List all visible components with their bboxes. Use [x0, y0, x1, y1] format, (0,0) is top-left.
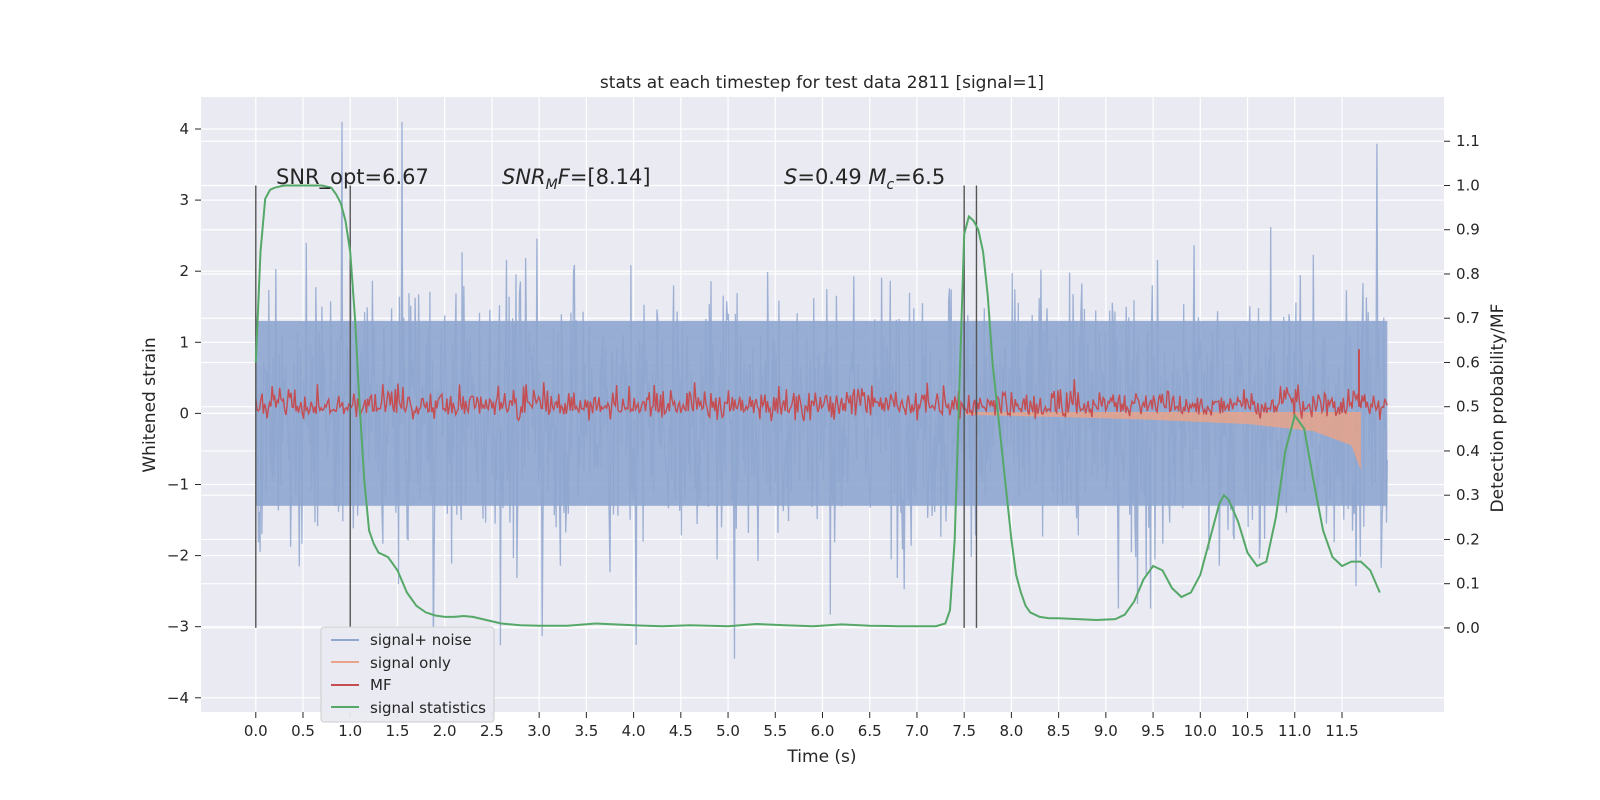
left-y-axis: 4 3 2 1 0 −1 −2 −3 −4 [167, 120, 201, 707]
y-right-tick-label: 0.6 [1456, 353, 1480, 371]
y-right-tick-label: 0.0 [1456, 619, 1480, 637]
x-tick-label: 6.0 [811, 722, 835, 740]
signal-statistics-line [254, 184, 1381, 628]
y-left-tick-label: −4 [167, 689, 189, 707]
x-axis: 0.0 0.5 1.0 1.5 2.0 2.5 3.0 3.5 4.0 4.5 5.0 5.5 6.0 6… [244, 712, 1359, 740]
y-left-tick-label: 0 [179, 404, 189, 422]
y-right-tick-label: 0.1 [1456, 575, 1480, 593]
x-tick-label: 11.0 [1278, 722, 1311, 740]
mf-series [255, 349, 1388, 422]
y-right-tick-label: 0.2 [1456, 530, 1480, 548]
legend-label-signal-only: signal only [370, 654, 451, 672]
x-tick-label: 9.0 [1094, 722, 1118, 740]
left-y-axis-label: Whitened strain [140, 337, 160, 472]
y-left-tick-label: −2 [167, 547, 189, 565]
x-tick-label: 7.5 [952, 722, 976, 740]
right-y-axis: 1.1 1.0 0.9 0.8 0.7 0.6 0.5 0.4 0.3 0.2 0.1 0.0 [1444, 132, 1480, 637]
legend-box [320, 626, 495, 723]
x-tick-label: 9.5 [1141, 722, 1165, 740]
right-y-axis-label: Detection probability/MF [1488, 304, 1508, 513]
y-right-tick-label: 0.5 [1456, 398, 1480, 416]
mf-line [255, 379, 1388, 422]
signal-only-series [964, 412, 1361, 471]
y-left-tick-label: −1 [167, 475, 189, 493]
chart-title: stats at each timestep for test data 281… [600, 73, 1044, 93]
x-tick-label: 1.0 [338, 722, 362, 740]
y-left-tick-label: 1 [179, 333, 189, 351]
x-tick-label: 2.0 [433, 722, 457, 740]
x-tick-label: 11.5 [1325, 722, 1358, 740]
x-tick-label: 3.0 [527, 722, 551, 740]
svg-text:S=0.49 Mc=6.5: S=0.49 Mc=6.5 [784, 165, 945, 193]
x-axis-label: Time (s) [786, 747, 856, 767]
x-tick-label: 6.5 [858, 722, 882, 740]
y-right-tick-label: 1.1 [1456, 132, 1480, 150]
legend: signal+ noise signal only MF signal stat… [320, 626, 495, 723]
signal-only-line [964, 412, 1361, 471]
x-tick-label: 0.5 [291, 722, 315, 740]
x-tick-label: 8.0 [999, 722, 1023, 740]
y-right-tick-label: 0.4 [1456, 442, 1480, 460]
x-tick-label: 10.5 [1231, 722, 1264, 740]
y-right-tick-label: 1.0 [1456, 176, 1480, 194]
x-tick-label: 1.5 [386, 722, 410, 740]
legend-label-signal-noise: signal+ noise [370, 631, 472, 649]
x-tick-label: 10.0 [1184, 722, 1217, 740]
y-right-tick-label: 0.3 [1456, 486, 1480, 504]
x-tick-label: 7.0 [905, 722, 929, 740]
x-tick-label: 0.0 [244, 722, 268, 740]
snr-mf-annotation: SNRMF=[8.14] [502, 165, 651, 193]
x-tick-label: 8.5 [1047, 722, 1071, 740]
x-tick-label: 4.5 [669, 722, 693, 740]
legend-label-signal-statistics: signal statistics [370, 699, 486, 717]
y-left-tick-label: 3 [179, 191, 189, 209]
y-left-tick-label: 2 [179, 262, 189, 280]
s-mc-annotation: S=0.49 Mc=6.5 [784, 165, 945, 193]
x-tick-label: 5.5 [763, 722, 787, 740]
y-left-tick-label: 4 [179, 120, 189, 138]
x-tick-label: 3.5 [574, 722, 598, 740]
x-tick-label: 5.0 [716, 722, 740, 740]
y-right-tick-label: 0.7 [1456, 309, 1480, 327]
signal-statistics-series [254, 184, 1381, 628]
y-right-tick-label: 0.8 [1456, 265, 1480, 283]
y-right-tick-label: 0.9 [1456, 221, 1480, 239]
snr-opt-annotation: SNR_opt=6.67 [276, 165, 429, 190]
x-tick-label: 2.5 [480, 722, 504, 740]
x-tick-label: 4.0 [622, 722, 646, 740]
svg-text:SNRMF=[8.14]: SNRMF=[8.14] [502, 165, 651, 193]
y-left-tick-label: −3 [167, 618, 189, 636]
legend-label-mf: MF [370, 676, 392, 694]
